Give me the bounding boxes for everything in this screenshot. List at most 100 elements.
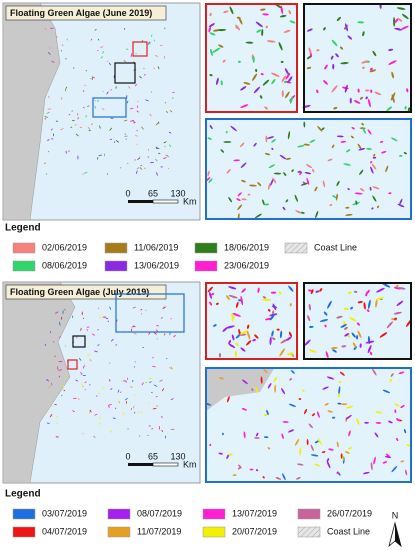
algae-patch (306, 55, 312, 60)
algae-patch (105, 317, 109, 320)
algae-patch (390, 92, 396, 101)
algae-patch (171, 97, 174, 99)
algae-patch (134, 135, 138, 137)
algae-patch (237, 192, 242, 197)
inset-frame (205, 3, 298, 113)
algae-patch (284, 80, 287, 83)
legend-label: 04/07/2019 (42, 526, 87, 536)
algae-patch (370, 89, 373, 93)
scale-label: 0 (125, 451, 130, 461)
algae-patch (135, 53, 137, 55)
algae-patch (141, 126, 144, 130)
algae-patch (262, 199, 265, 206)
algae-patch (96, 395, 98, 398)
algae-patch (110, 388, 113, 390)
algae-patch (253, 142, 257, 147)
algae-patch (211, 292, 215, 296)
algae-patch (72, 410, 75, 413)
algae-patch (297, 145, 305, 148)
algae-patch (291, 370, 295, 374)
algae-patch (232, 474, 237, 477)
algae-patch (140, 410, 143, 414)
algae-patch (61, 316, 63, 320)
legend-label: 08/06/2019 (42, 260, 87, 270)
algae-patch (267, 183, 271, 190)
algae-patch (93, 350, 98, 353)
algae-patch (148, 331, 151, 336)
algae-patch (266, 136, 275, 139)
algae-patch (117, 389, 120, 393)
algae-patch (364, 421, 369, 424)
algae-patch (96, 99, 99, 103)
algae-patch (139, 76, 142, 79)
algae-patch (325, 351, 329, 359)
algae-patch (156, 338, 158, 340)
algae-patch (323, 27, 326, 31)
algae-patch (235, 334, 241, 339)
algae-patch (375, 411, 382, 414)
legend-label: 18/06/2019 (224, 242, 269, 252)
algae-patch (285, 91, 290, 99)
algae-patch (331, 144, 335, 149)
algae-patch (356, 322, 360, 326)
algae-patch (136, 129, 138, 132)
algae-patch (94, 413, 98, 416)
algae-patch (361, 60, 369, 64)
algae-patch (108, 405, 110, 409)
algae-patch (228, 339, 231, 345)
algae-patch (208, 23, 215, 28)
algae-patch (393, 17, 396, 27)
algae-patch (129, 107, 134, 110)
algae-patch (279, 330, 283, 339)
algae-patch (156, 171, 158, 176)
algae-patch (68, 113, 71, 116)
algae-patch (308, 289, 313, 292)
algae-patch (97, 329, 99, 331)
algae-patch (365, 340, 375, 344)
algae-patch (109, 379, 111, 382)
algae-patch (306, 177, 310, 185)
algae-patch (151, 392, 153, 394)
algae-patch (89, 411, 91, 414)
algae-patch (88, 129, 91, 131)
legend-swatch (104, 260, 128, 272)
algae-patch (396, 7, 406, 10)
algae-patch (399, 198, 403, 205)
legend-label: 13/06/2019 (134, 260, 179, 270)
algae-patch (396, 300, 404, 307)
algae-patch (357, 88, 360, 93)
algae-patch (263, 414, 268, 416)
algae-patch (97, 38, 100, 41)
scale-label: 130 (170, 188, 185, 198)
algae-patch (249, 184, 257, 187)
algae-patch (303, 121, 306, 128)
algae-patch (165, 435, 166, 439)
algae-patch (51, 60, 55, 63)
algae-patch (147, 42, 152, 45)
algae-patch (297, 170, 302, 173)
algae-patch (163, 334, 165, 337)
scale-bar (128, 200, 153, 203)
algae-patch (223, 10, 229, 14)
algae-patch (365, 89, 370, 92)
algae-patch (92, 76, 93, 81)
algae-patch (94, 29, 97, 31)
algae-patch (107, 320, 110, 322)
algae-patch (271, 138, 277, 143)
algae-patch (240, 86, 247, 91)
algae-patch (83, 89, 85, 93)
algae-patch (404, 469, 408, 476)
algae-patch (44, 162, 46, 165)
algae-patch (357, 21, 365, 24)
algae-patch (123, 119, 128, 122)
algae-patch (388, 60, 397, 65)
algae-patch (287, 429, 295, 433)
algae-patch (46, 422, 50, 424)
algae-patch (315, 210, 319, 219)
zoom-box (92, 97, 127, 118)
algae-patch (102, 316, 107, 318)
algae-patch (82, 317, 84, 320)
algae-patch (391, 137, 398, 142)
algae-patch (343, 163, 351, 166)
